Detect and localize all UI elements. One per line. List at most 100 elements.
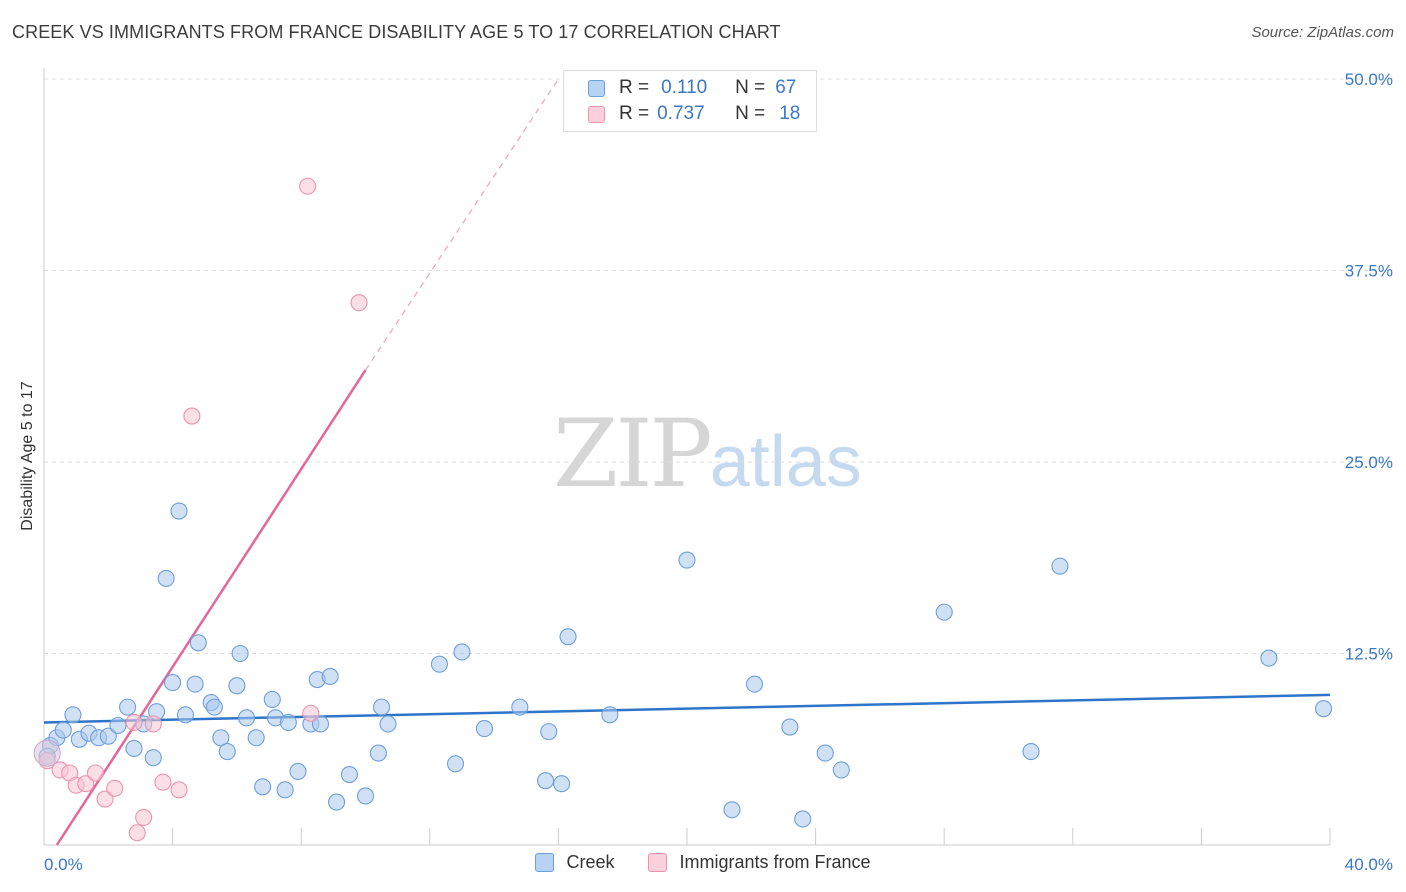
- data-point-creek: [446, 755, 465, 773]
- data-point-creek: [356, 787, 375, 805]
- data-point-creek: [832, 761, 850, 779]
- legend-row-creek: R = 0.110 N = 67: [588, 75, 796, 101]
- data-point-france: [86, 764, 104, 782]
- data-point-creek: [237, 709, 256, 727]
- legend-swatch-france: [648, 853, 668, 872]
- correlation-legend: R = 0.110 N = 67 R = 0.737 N = 18: [563, 70, 817, 132]
- legend-item-creek[interactable]: Creek: [535, 852, 614, 873]
- y-tick-label: 12.5%: [1345, 645, 1393, 664]
- trend-line-creek: [43, 693, 1331, 724]
- data-point-creek: [263, 690, 281, 709]
- legend-r-label: R =: [619, 103, 650, 124]
- data-point-france: [106, 779, 124, 797]
- data-point-creek: [64, 706, 82, 724]
- data-point-france: [154, 773, 172, 791]
- data-point-creek: [189, 634, 207, 652]
- y-tick-labels: 12.5% 25.0% 37.5% 50.0%: [1345, 70, 1393, 664]
- data-point-france: [144, 715, 162, 733]
- data-points: [33, 177, 1333, 842]
- legend-r-value-creek: 0.110: [661, 77, 708, 98]
- data-point-creek: [328, 793, 346, 811]
- data-point-creek: [289, 762, 307, 781]
- data-point-creek: [1022, 742, 1040, 761]
- data-point-creek: [794, 810, 812, 828]
- gridlines: [44, 78, 1392, 654]
- data-point-france: [350, 294, 368, 312]
- data-point-creek: [157, 569, 175, 587]
- data-point-creek: [218, 742, 236, 761]
- data-point-creek: [723, 801, 741, 819]
- trend-line-france: [55, 369, 367, 846]
- data-point-creek: [816, 744, 834, 762]
- data-point-france: [128, 824, 146, 842]
- data-point-creek: [453, 643, 471, 661]
- data-point-creek: [1260, 649, 1278, 667]
- watermark-zip: ZIP: [553, 400, 713, 509]
- series-legend: Creek Immigrants from France: [0, 852, 1406, 873]
- legend-label-creek: Creek: [566, 852, 615, 872]
- data-point-creek: [276, 781, 294, 799]
- data-point-france: [170, 781, 188, 799]
- data-point-creek: [1051, 557, 1069, 575]
- data-point-france: [183, 407, 201, 425]
- data-point-france: [299, 177, 317, 195]
- data-point-france: [96, 790, 114, 808]
- data-point-creek: [99, 727, 117, 745]
- data-point-creek: [430, 655, 448, 673]
- data-point-france: [77, 775, 95, 793]
- y-tick-label: 50.0%: [1345, 70, 1393, 89]
- data-point-creek: [311, 715, 330, 733]
- data-point-creek: [164, 674, 182, 692]
- x-tick-label-max: 40.0%: [1345, 855, 1393, 874]
- legend-n-value-france: 18: [779, 103, 801, 124]
- trend-lines: [43, 78, 1331, 846]
- data-point-creek: [511, 698, 529, 716]
- data-point-creek: [540, 723, 558, 741]
- data-point-france: [125, 713, 143, 731]
- axes: [43, 68, 1330, 846]
- x-tick-label-min: 0.0%: [44, 855, 83, 874]
- data-point-creek: [54, 721, 72, 739]
- legend-swatch-creek: [588, 79, 605, 97]
- legend-n-label: N =: [735, 103, 766, 124]
- legend-n-value-creek: 67: [775, 77, 797, 98]
- legend-row-france: R = 0.737 N = 18: [588, 101, 800, 127]
- data-point-creek: [254, 778, 272, 796]
- source-label: Source: ZipAtlas.com: [1251, 24, 1394, 41]
- data-point-creek: [935, 603, 953, 621]
- data-point-creek: [1315, 700, 1333, 718]
- data-point-creek: [745, 675, 764, 693]
- data-point-creek: [170, 502, 188, 520]
- legend-swatch-creek: [535, 853, 555, 872]
- y-tick-label: 37.5%: [1345, 262, 1393, 281]
- legend-r-label: R =: [619, 77, 650, 98]
- trend-line-france-extension: [364, 78, 559, 371]
- data-point-france: [135, 808, 153, 826]
- data-point-creek: [559, 628, 577, 646]
- data-point-creek: [553, 775, 571, 793]
- chart-title: CREEK VS IMMIGRANTS FROM FRANCE DISABILI…: [12, 22, 781, 42]
- data-point-creek: [186, 675, 204, 693]
- data-point-creek: [373, 698, 391, 716]
- legend-label-france: Immigrants from France: [679, 852, 871, 872]
- data-point-creek: [475, 720, 494, 738]
- data-point-creek: [231, 644, 249, 663]
- legend-swatch-france: [588, 105, 605, 123]
- data-point-creek: [321, 667, 339, 686]
- data-point-overlap: [33, 739, 61, 767]
- y-tick-label: 25.0%: [1345, 453, 1393, 472]
- data-point-creek: [119, 698, 137, 716]
- data-point-creek: [678, 551, 696, 569]
- legend-n-label: N =: [735, 77, 766, 98]
- data-point-creek: [176, 706, 195, 724]
- data-point-creek: [125, 739, 143, 758]
- legend-item-france[interactable]: Immigrants from France: [648, 852, 871, 873]
- data-point-creek: [369, 744, 387, 762]
- data-point-france: [302, 704, 320, 722]
- data-point-creek: [212, 729, 230, 747]
- data-point-creek: [601, 706, 619, 724]
- data-point-creek: [279, 713, 297, 731]
- data-point-creek: [247, 729, 265, 747]
- data-point-creek: [379, 715, 397, 733]
